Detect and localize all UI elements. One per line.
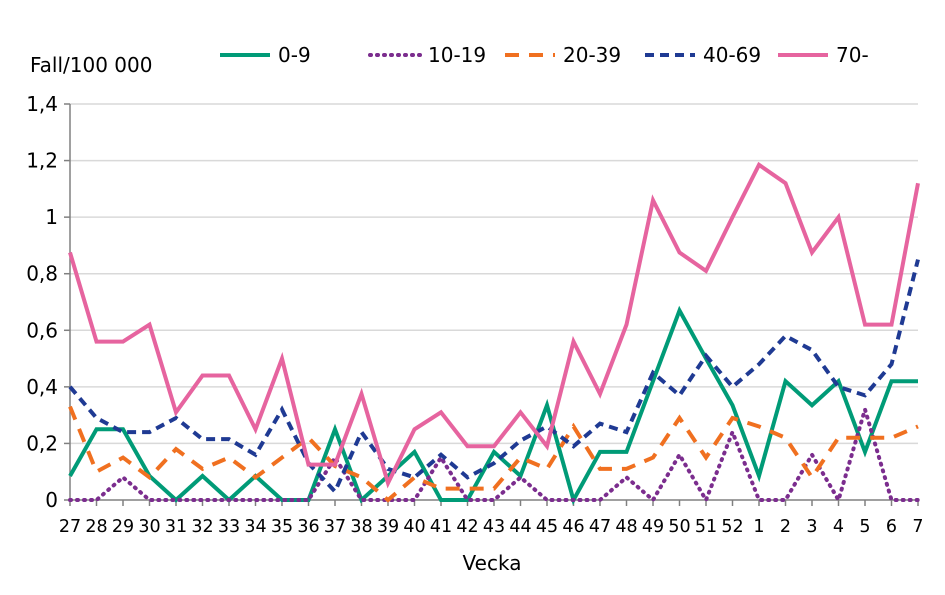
x-tick-label: 35: [271, 517, 293, 537]
legend-label-0-9: 0-9: [278, 43, 311, 67]
x-tick-label: 40: [403, 517, 425, 537]
x-tick-label: 41: [430, 517, 452, 537]
series-line-20-39: [68, 405, 919, 503]
x-tick-label: 1: [753, 517, 764, 537]
x-tick-label: 31: [165, 517, 187, 537]
x-tick-label: 36: [297, 517, 319, 537]
x-tick-label: 45: [536, 517, 558, 537]
y-tick-label: 0,4: [26, 375, 58, 399]
y-tick-label: 0: [45, 488, 58, 512]
y-tick-label: 0,8: [26, 262, 58, 286]
x-tick-label: 3: [806, 517, 817, 537]
x-tick-label: 52: [721, 517, 743, 537]
legend-label-70-: 70-: [836, 43, 869, 67]
x-tick-label: 46: [562, 517, 584, 537]
x-tick-label: 44: [509, 517, 531, 537]
x-tick-label: 50: [668, 517, 690, 537]
x-tick-label: 7: [912, 517, 923, 537]
x-tick-label: 51: [695, 517, 717, 537]
x-tick-label: 34: [244, 517, 266, 537]
x-tick-label: 48: [615, 517, 637, 537]
series-line-0-9: [68, 305, 918, 506]
y-tick-label: 0,6: [26, 318, 58, 342]
x-tick-label: 30: [138, 517, 160, 537]
legend-label-10-19: 10-19: [428, 43, 486, 67]
y-tick-label: 1,4: [26, 92, 58, 116]
x-tick-label: 33: [218, 517, 240, 537]
x-tick-label: 4: [833, 517, 844, 537]
series-line-70-: [68, 161, 920, 489]
x-tick-label: 5: [859, 517, 870, 537]
x-tick-label: 32: [191, 517, 213, 537]
x-tick-label: 43: [483, 517, 505, 537]
y-tick-label: 1,2: [26, 149, 58, 173]
legend-label-40-69: 40-69: [703, 43, 761, 67]
x-tick-label: 47: [589, 517, 611, 537]
x-tick-label: 39: [377, 517, 399, 537]
x-tick-label: 27: [59, 517, 81, 537]
x-tick-label: 6: [886, 517, 897, 537]
y-tick-label: 0,2: [26, 431, 58, 455]
x-tick-label: 28: [85, 517, 107, 537]
x-axis-label: Vecka: [463, 551, 522, 575]
x-tick-label: 38: [350, 517, 372, 537]
x-tick-label: 49: [642, 517, 664, 537]
y-tick-label: 1: [45, 205, 58, 229]
x-tick-label: 2: [780, 517, 791, 537]
series-line-40-69: [68, 259, 920, 496]
legend-label-20-39: 20-39: [563, 43, 621, 67]
y-axis-label: Fall/100 000: [30, 53, 152, 77]
series-line-10-19: [68, 402, 920, 506]
x-tick-label: 42: [456, 517, 478, 537]
x-tick-label: 37: [324, 517, 346, 537]
x-tick-label: 29: [112, 517, 134, 537]
